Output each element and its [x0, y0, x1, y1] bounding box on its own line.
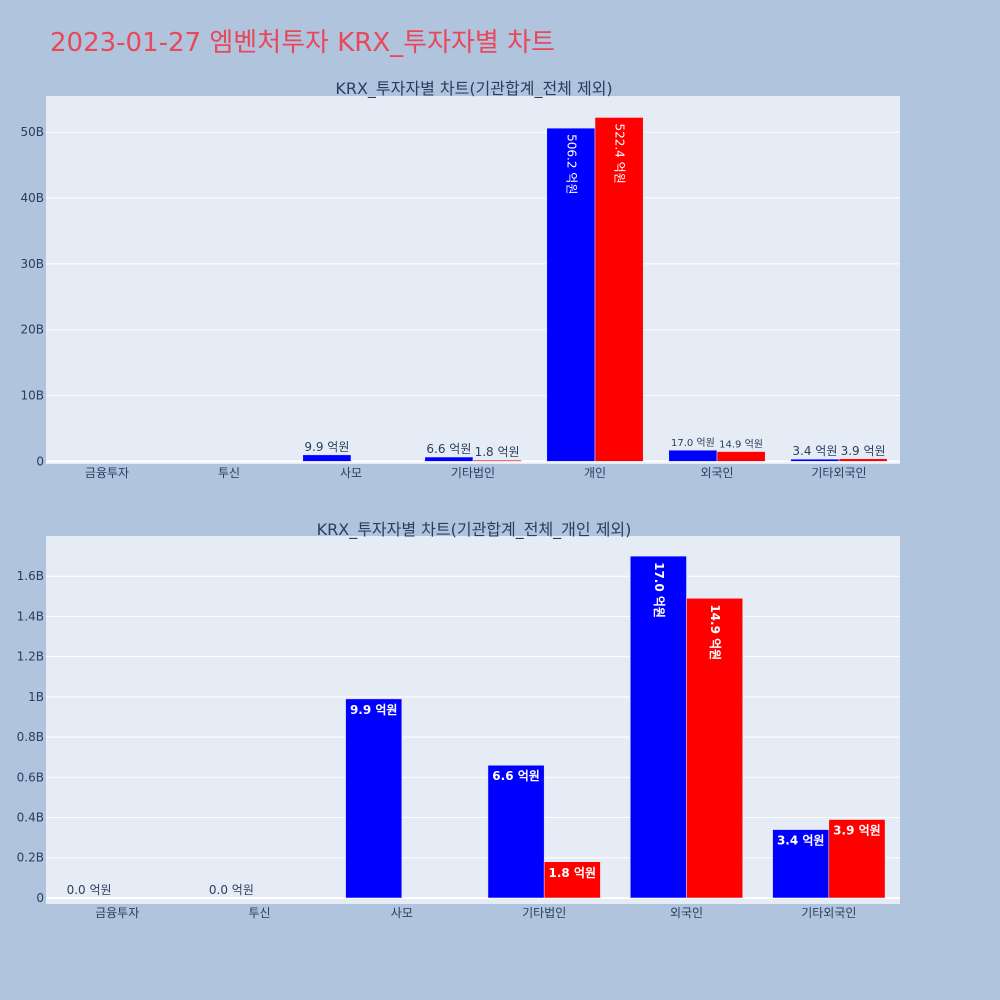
y-tick-label: 0.6B: [17, 770, 44, 784]
bar: [630, 555, 687, 899]
y-tick-label: 20B: [20, 323, 44, 337]
y-tick-label: 30B: [20, 257, 44, 271]
data-label: 6.6 억원: [426, 442, 471, 456]
y-tick-label: 1.2B: [17, 650, 44, 664]
bar: [790, 458, 840, 462]
y-tick-label: 40B: [20, 191, 44, 205]
chart-2: 0 0.2B 0.4B 0.6B 0.8B 1B 1.2B 1.4B 1.6B KRX_투자자별 …: [17, 520, 900, 920]
data-label: 3.9 억원: [841, 444, 886, 458]
bar: [686, 598, 743, 899]
bar: [594, 117, 644, 462]
data-label: 522.4 억원: [613, 123, 627, 183]
page-title: 2023-01-27 엠벤처투자 KRX_투자자별 차트: [50, 28, 555, 58]
data-label: 17.0 억원: [652, 562, 666, 618]
data-label: 0.0 억원: [67, 883, 112, 897]
plot-area: [46, 536, 900, 904]
y-tick-label: 50B: [20, 125, 44, 139]
bar: [828, 819, 886, 899]
bar: [487, 764, 545, 899]
bar: [345, 698, 403, 899]
data-label: 3.4 억원: [792, 444, 837, 458]
data-label: 14.9 억원: [708, 604, 722, 660]
x-tick-label: 금융투자: [95, 906, 139, 920]
bar: [668, 449, 718, 462]
data-label: 1.8 억원: [475, 445, 520, 459]
data-label: 1.8 억원: [549, 866, 597, 880]
chart-1: 0 10B 20B 30B 40B 50B KRX_투자자별 차트(기관합계_전체 제외) 금…: [20, 79, 900, 480]
bar: [424, 456, 474, 462]
data-label: 3.9 억원: [833, 824, 881, 838]
y-tick-label: 1.6B: [17, 569, 44, 583]
x-tick-label: 금융투자: [85, 466, 129, 480]
data-label: 14.9 억원: [719, 439, 763, 451]
x-tick-label: 투신: [218, 466, 240, 480]
plot-area: [46, 96, 900, 464]
bar: [543, 861, 601, 899]
y-tick-label: 0: [36, 454, 44, 468]
x-tick-label: 기타법인: [451, 466, 495, 480]
y-tick-label: 1B: [28, 690, 44, 704]
y-tick-label: 0.4B: [17, 811, 44, 825]
data-label: 9.9 억원: [304, 440, 349, 454]
bar: [838, 458, 888, 462]
x-tick-label: 기타외국인: [811, 466, 866, 480]
chart-title: KRX_투자자별 차트(기관합계_전체_개인 제외): [317, 520, 632, 540]
x-tick-label: 개인: [584, 466, 606, 480]
data-label: 17.0 억원: [671, 437, 715, 449]
y-tick-label: 0.2B: [17, 851, 44, 865]
y-tick-label: 0: [36, 891, 44, 905]
x-tick-label: 기타법인: [522, 906, 566, 920]
bar: [772, 829, 830, 899]
y-tick-label: 10B: [20, 389, 44, 403]
data-label: 9.9 억원: [350, 703, 398, 717]
x-tick-label: 외국인: [670, 906, 703, 920]
data-label: 0.0 억원: [209, 883, 254, 897]
data-label: 506.2 억원: [564, 134, 578, 194]
data-label: 6.6 억원: [492, 769, 540, 783]
x-tick-label: 사모: [391, 906, 413, 920]
chart-title: KRX_투자자별 차트(기관합계_전체 제외): [335, 79, 612, 99]
x-tick-label: 외국인: [700, 466, 733, 480]
x-tick-label: 기타외국인: [801, 906, 856, 920]
x-tick-label: 투신: [248, 906, 270, 920]
x-tick-label: 사모: [340, 466, 362, 480]
y-tick-label: 1.4B: [17, 609, 44, 623]
bar: [716, 451, 766, 462]
y-tick-label: 0.8B: [17, 730, 44, 744]
bar: [302, 454, 352, 462]
bar: [472, 459, 522, 462]
data-label: 3.4 억원: [777, 834, 825, 848]
